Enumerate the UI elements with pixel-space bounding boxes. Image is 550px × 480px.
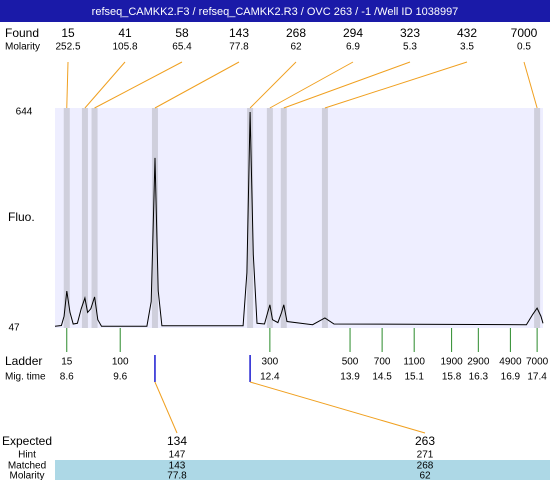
found-molarity: 62: [290, 42, 302, 53]
found-leader: [283, 61, 411, 109]
peak-band: [81, 108, 88, 328]
ladder-time: 17.4: [527, 372, 547, 383]
found-leader: [84, 61, 126, 109]
mig-time-label: Mig. time: [5, 372, 46, 383]
found-leader: [66, 61, 69, 109]
found-leader: [324, 61, 468, 109]
found-size: 268: [286, 26, 306, 40]
found-leader: [523, 61, 538, 109]
found-size: 7000: [511, 26, 538, 40]
expected-size: 134: [167, 434, 187, 448]
hint-label: Hint: [18, 450, 36, 461]
found-size: 58: [175, 26, 189, 40]
found-size: 294: [343, 26, 363, 40]
found-molarity: 105.8: [112, 42, 137, 53]
ladder-time: 12.4: [260, 372, 280, 383]
expected-molarity-label: Molarity: [9, 471, 44, 480]
found-size: 15: [61, 26, 75, 40]
ladder-label: Ladder: [5, 354, 42, 368]
y-max-label: 644: [16, 107, 33, 118]
plot-area: [55, 108, 543, 328]
matched-size: 143: [169, 461, 186, 472]
found-leader: [94, 61, 183, 109]
matched-molarity: 62: [419, 471, 431, 480]
peak-band: [321, 108, 328, 328]
ladder-time: 14.5: [372, 372, 392, 383]
found-leader: [154, 61, 240, 109]
peak-band: [63, 108, 70, 328]
found-size: 432: [457, 26, 477, 40]
found-size: 323: [400, 26, 420, 40]
ladder-time: 15.1: [404, 372, 424, 383]
ladder-time: 8.6: [60, 372, 74, 383]
ladder-size: 1100: [403, 357, 425, 368]
trace: [54, 111, 544, 327]
matched-size: 268: [417, 461, 434, 472]
found-label: Found: [5, 26, 39, 40]
ladder-size: 7000: [526, 357, 549, 368]
found-molarity: 252.5: [55, 42, 80, 53]
found-leader: [269, 61, 354, 109]
ladder-time: 9.6: [113, 372, 127, 383]
peak-band: [534, 108, 541, 328]
ladder-size: 1900: [440, 357, 463, 368]
ladder-size: 500: [342, 357, 359, 368]
peak-band: [266, 108, 273, 328]
ladder-size: 4900: [499, 357, 522, 368]
found-size: 143: [229, 26, 249, 40]
peak-band: [151, 108, 158, 328]
matched-label: Matched: [8, 461, 46, 472]
matched-molarity: 77.8: [167, 471, 187, 480]
ladder-size: 700: [374, 357, 391, 368]
peak-band: [91, 108, 98, 328]
found-molarity: 6.9: [346, 42, 360, 53]
ladder-size: 2900: [467, 357, 490, 368]
peak-band: [280, 108, 287, 328]
ladder-time: 16.3: [469, 372, 489, 383]
matched-band: [55, 460, 550, 480]
hint-size: 271: [417, 450, 434, 461]
found-size: 41: [118, 26, 132, 40]
y-axis-label: Fluo.: [8, 210, 35, 224]
expected-label: Expected: [2, 434, 52, 448]
ladder-size: 15: [61, 357, 73, 368]
header-title: refseq_CAMKK2.F3 / refseq_CAMKK2.R3 / OV…: [92, 6, 459, 18]
ladder-time: 13.9: [340, 372, 360, 383]
expected-leader: [249, 381, 426, 434]
header-bar: [0, 0, 550, 22]
found-molarity: 3.5: [460, 42, 474, 53]
expected-leader: [154, 381, 178, 434]
peak-band: [247, 108, 254, 328]
ladder-size: 100: [112, 357, 129, 368]
found-molarity: 77.8: [229, 42, 249, 53]
hint-size: 147: [169, 450, 186, 461]
found-molarity: 0.5: [517, 42, 531, 53]
molarity-label: Molarity: [5, 42, 40, 53]
ladder-time: 16.9: [501, 372, 521, 383]
expected-size: 263: [415, 434, 435, 448]
ladder-time: 15.8: [442, 372, 462, 383]
found-molarity: 5.3: [403, 42, 417, 53]
y-min-label: 47: [8, 323, 20, 334]
found-leader: [249, 61, 297, 109]
found-molarity: 65.4: [172, 42, 192, 53]
ladder-size: 300: [262, 357, 279, 368]
